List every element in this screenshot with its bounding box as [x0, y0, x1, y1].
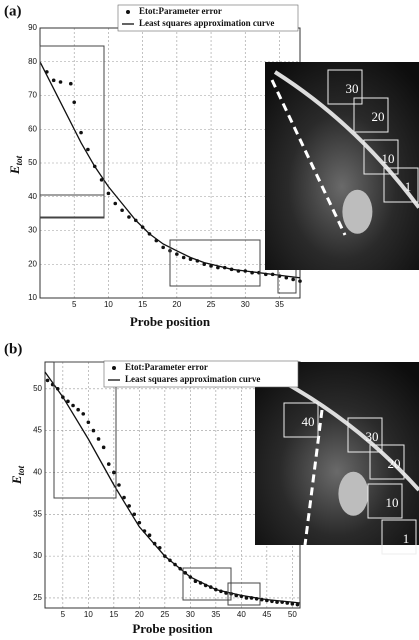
x-axis-label: Probe position: [130, 314, 211, 329]
inset-label: 1: [405, 179, 412, 194]
y-tick-label: 10: [28, 293, 37, 302]
panel-label: (a): [4, 3, 22, 19]
figure: (a)1020304050607080905101520253035302010…: [0, 0, 419, 640]
data-point: [107, 462, 111, 466]
y-tick-label: 40: [28, 192, 37, 201]
y-tick-label: 80: [28, 57, 37, 66]
data-point: [120, 208, 124, 212]
x-tick-label: 35: [211, 610, 220, 619]
y-axis-label-main: E: [7, 165, 22, 175]
y-tick-label: 60: [28, 124, 37, 133]
data-point: [52, 79, 56, 83]
data-point: [107, 192, 111, 196]
x-tick-label: 30: [186, 610, 195, 619]
data-point: [59, 80, 63, 84]
data-point: [117, 483, 121, 487]
data-point: [72, 100, 76, 104]
y-tick-label: 30: [28, 226, 37, 235]
data-point: [69, 82, 73, 86]
data-point: [161, 246, 165, 250]
y-tick-label: 40: [33, 468, 42, 477]
legend-label: Least squares approximation curve: [125, 374, 260, 384]
data-point: [102, 446, 106, 450]
data-point: [86, 148, 90, 152]
y-axis-label-main: E: [9, 475, 24, 485]
inset-label: 30: [366, 429, 379, 444]
highlight-box: [40, 195, 104, 217]
data-point: [97, 437, 101, 441]
x-tick-label: 20: [172, 300, 181, 309]
data-point: [182, 256, 186, 260]
y-tick-label: 30: [33, 551, 42, 560]
data-point: [298, 279, 302, 283]
y-tick-label: 35: [33, 509, 42, 518]
y-axis-label-sub: tot: [16, 465, 26, 475]
x-tick-label: 15: [138, 300, 147, 309]
inset-label: 30: [346, 81, 359, 96]
x-tick-label: 40: [237, 610, 246, 619]
highlight-box: [170, 240, 260, 286]
inset-organ: [338, 472, 368, 516]
legend-label: Least squares approximation curve: [139, 18, 274, 28]
inset-label: 40: [302, 414, 315, 429]
panel-label: (b): [4, 341, 22, 357]
x-tick-label: 50: [288, 610, 297, 619]
inset-image: [265, 62, 419, 270]
data-point: [291, 278, 295, 282]
legend-swatch: [112, 366, 116, 370]
legend-label: Etot:Parameter error: [139, 6, 222, 16]
inset-organ: [342, 190, 372, 234]
highlight-box: [40, 46, 104, 218]
x-tick-label: 25: [207, 300, 216, 309]
data-point: [92, 429, 96, 433]
y-axis-label: Etot: [9, 465, 26, 485]
y-axis-label-sub: tot: [14, 155, 24, 165]
y-tick-label: 50: [28, 158, 37, 167]
data-point: [113, 202, 117, 206]
y-axis-label: Etot: [7, 155, 24, 175]
data-point: [112, 471, 116, 475]
data-point: [46, 379, 50, 383]
y-tick-label: 90: [28, 23, 37, 32]
y-tick-label: 50: [33, 384, 42, 393]
data-point: [79, 131, 83, 135]
y-tick-label: 25: [33, 593, 42, 602]
data-point: [81, 412, 85, 416]
x-tick-label: 20: [135, 610, 144, 619]
y-tick-label: 20: [28, 259, 37, 268]
x-tick-label: 5: [72, 300, 77, 309]
data-point: [87, 420, 91, 424]
y-tick-label: 70: [28, 91, 37, 100]
x-tick-label: 5: [61, 610, 66, 619]
data-point: [127, 215, 131, 219]
inset-label: 10: [386, 495, 399, 510]
data-point: [175, 252, 179, 256]
legend-label: Etot:Parameter error: [125, 362, 208, 372]
inset-label: 20: [372, 109, 385, 124]
inset-label: 10: [382, 151, 395, 166]
x-tick-label: 45: [262, 610, 271, 619]
inset-label: 20: [388, 456, 401, 471]
x-tick-label: 10: [84, 610, 93, 619]
inset-label: 1: [403, 531, 410, 546]
x-tick-label: 10: [104, 300, 113, 309]
data-point: [71, 404, 75, 408]
x-tick-label: 15: [109, 610, 118, 619]
x-tick-label: 30: [241, 300, 250, 309]
x-tick-label: 25: [160, 610, 169, 619]
x-axis-label: Probe position: [132, 621, 213, 636]
data-point: [76, 408, 80, 412]
legend-swatch: [126, 10, 130, 14]
x-tick-label: 35: [275, 300, 284, 309]
y-tick-label: 45: [33, 426, 42, 435]
